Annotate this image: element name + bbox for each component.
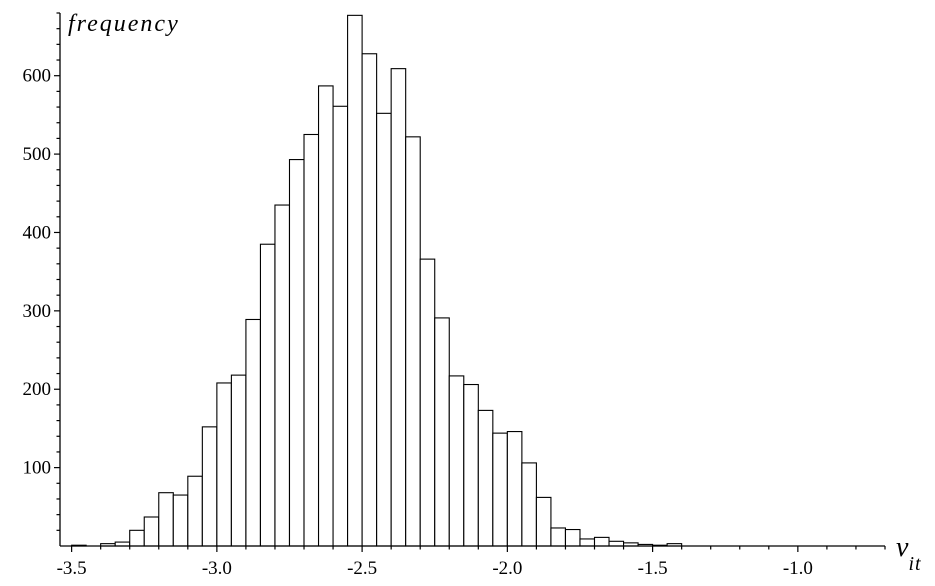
histogram-bar [579, 538, 596, 547]
y-ticks-group: 100 200 300 400 500 600 [23, 12, 60, 531]
y-axis-title: frequency [68, 11, 180, 37]
histogram-bar [448, 375, 465, 547]
histogram-bar [259, 243, 276, 547]
histogram-bar [288, 159, 305, 547]
histogram-bar [201, 426, 218, 547]
y-tick-label: 400 [23, 222, 52, 243]
histogram-bar [347, 14, 363, 547]
histogram-bar [143, 516, 160, 547]
bars-group [71, 14, 683, 547]
histogram-bar [521, 462, 537, 547]
histogram-bar [463, 383, 479, 547]
y-tick-label: 300 [23, 301, 52, 322]
histogram-bar [361, 53, 378, 547]
histogram-bar [550, 527, 566, 547]
histogram-bar [158, 492, 174, 547]
histogram-bar [187, 475, 203, 547]
y-tick-label: 100 [23, 458, 52, 479]
histogram-bar [434, 317, 450, 547]
x-ticks-group: -3.5 -3.0 -2.5 -2.0 -1.5 -1.0 [57, 546, 886, 579]
histogram-bar [129, 529, 145, 547]
histogram-bar [593, 536, 610, 547]
y-tick-label: 500 [23, 144, 52, 165]
x-tick-label: -2.5 [347, 558, 377, 579]
histogram-bar [506, 431, 523, 547]
x-tick-label: -1.5 [638, 558, 668, 579]
histogram-bar [419, 258, 436, 547]
x-tick-label: -3.0 [202, 558, 232, 579]
histogram-bar [332, 105, 349, 547]
histogram-bar [274, 204, 291, 547]
histogram-bar [390, 68, 407, 547]
histogram-bar [405, 136, 421, 547]
histogram-bar [216, 382, 232, 547]
x-tick-label: -1.0 [783, 558, 813, 579]
y-tick-label: 200 [23, 379, 52, 400]
histogram-bar [535, 496, 552, 547]
x-tick-label: -2.0 [492, 558, 522, 579]
x-tick-label: -3.5 [57, 558, 87, 579]
x-axis-title-subscript: it [908, 553, 921, 575]
histogram-bar [172, 494, 189, 547]
histogram-bar [564, 528, 581, 547]
histogram-bar [317, 85, 334, 547]
histogram-bar [492, 432, 508, 547]
histogram-bar [608, 540, 625, 547]
histogram-bar [230, 374, 247, 547]
y-tick-label: 600 [23, 66, 52, 87]
histogram-bar [477, 409, 494, 547]
histogram-bar [245, 318, 261, 547]
histogram-bar [376, 112, 392, 547]
x-axis-title: vit [896, 532, 922, 575]
x-axis-title-main: v [896, 532, 909, 563]
histogram-bar [303, 133, 320, 547]
